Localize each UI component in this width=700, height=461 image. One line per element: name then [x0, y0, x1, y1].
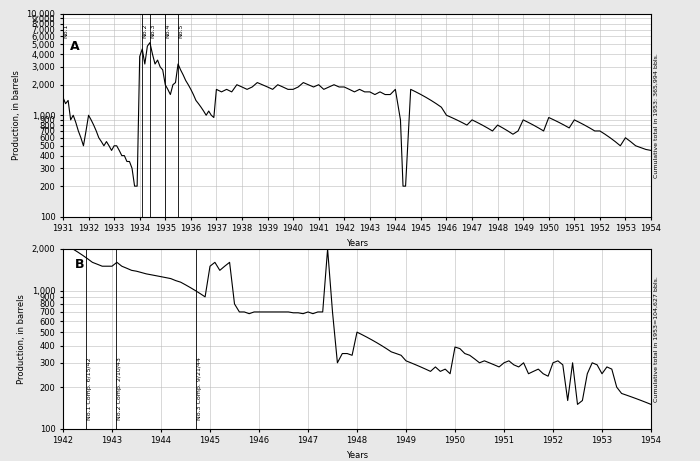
X-axis label: Years: Years [346, 239, 368, 248]
Text: A: A [70, 40, 80, 53]
Text: Cumulative total in 1953=104,627 bbls.: Cumulative total in 1953=104,627 bbls. [654, 276, 659, 402]
Text: B: B [75, 258, 84, 271]
Text: No.3 Comp. 9/21/44: No.3 Comp. 9/21/44 [197, 357, 202, 420]
Text: No.3: No.3 [150, 24, 155, 38]
Text: No.1 Comp. 6/15/42: No.1 Comp. 6/15/42 [87, 358, 92, 420]
Text: No.2: No.2 [143, 24, 148, 38]
Text: Cumulative total in 1953: 365,994 bbls.: Cumulative total in 1953: 365,994 bbls. [654, 53, 659, 177]
Y-axis label: Production, in barrels: Production, in barrels [12, 71, 21, 160]
Text: No.1: No.1 [63, 24, 69, 38]
X-axis label: Years: Years [346, 451, 368, 460]
Text: No.5: No.5 [178, 24, 183, 38]
Text: No.4: No.4 [165, 24, 171, 38]
Y-axis label: Production, in barrels: Production, in barrels [18, 294, 26, 384]
Text: No.2 Comp. 2/10/43: No.2 Comp. 2/10/43 [117, 357, 122, 420]
